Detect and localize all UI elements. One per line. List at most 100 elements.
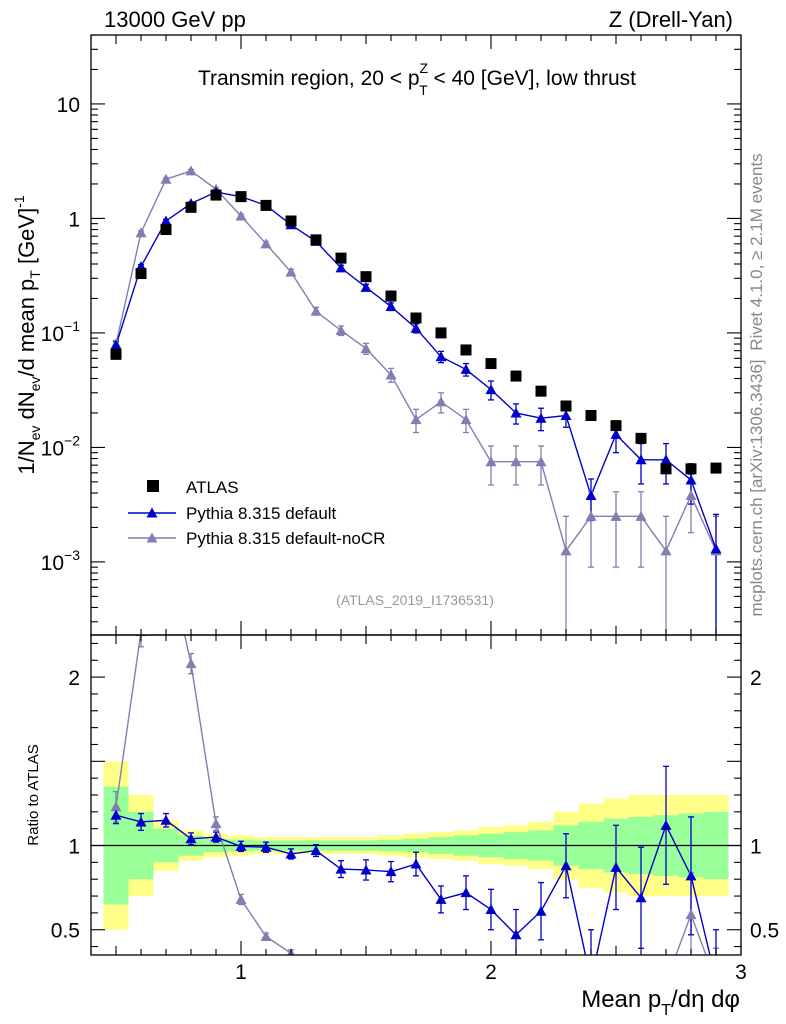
legend-marker-nocr [146, 532, 158, 543]
atlas-point [310, 234, 322, 246]
ratio-nocr-point [411, 987, 422, 997]
legend: ATLAS Pythia 8.315 default Pythia 8.315 … [128, 478, 385, 548]
ratio-default-point [560, 860, 572, 871]
ratio-nocr-point [636, 973, 647, 983]
atlas-point [210, 189, 222, 201]
ratio-nocr-point [661, 976, 672, 986]
tick-exponent: −2 [64, 432, 80, 448]
band-group [91, 761, 741, 930]
ratio-nocr-point [260, 930, 272, 941]
ratio-lines-group [115, 635, 711, 955]
ratio-default-point [435, 893, 447, 904]
ratio-y-tick-label-left: 1 [68, 836, 80, 859]
tick-base: 10 [41, 552, 64, 575]
ratio-nocr-point [336, 970, 347, 980]
plot-title: Transmin region, 20 < pZ T < 40 [GeV], lo… [198, 60, 636, 98]
main-markers-group [110, 165, 722, 556]
ratio-nocr-point [561, 1000, 572, 1010]
ratio-default-point [535, 905, 547, 916]
main-y-tick-label: 10−1 [41, 318, 81, 346]
atlas-point [160, 224, 172, 236]
ratio-nocr-point [461, 966, 472, 976]
uncertainty-bands [91, 761, 741, 930]
legend-marker-default [146, 507, 158, 518]
default-point [110, 339, 122, 350]
ratio-default-point [460, 887, 472, 898]
main-y-tick-label: 10−2 [41, 432, 81, 460]
energy-label: 13000 GeV pp [104, 7, 246, 32]
ratio-default-point [210, 831, 222, 842]
ratio-nocr-point [210, 818, 222, 829]
default-point [485, 384, 497, 395]
ratio-default-point [410, 858, 422, 869]
x-tick-label: 3 [735, 961, 747, 984]
ratio-default-point [385, 866, 397, 877]
nocr-point [185, 165, 197, 176]
atlas-point [485, 358, 497, 370]
atlas-point [685, 463, 697, 475]
nocr-point [360, 343, 372, 354]
ratio-default-point [285, 848, 297, 859]
process-label: Z (Drell-Yan) [609, 7, 733, 32]
axis-ticks [90, 34, 742, 955]
default-point [360, 281, 372, 292]
atlas-point [260, 199, 272, 211]
default-point [535, 412, 547, 423]
nocr-point [660, 545, 672, 556]
nocr-point [535, 456, 547, 467]
nocr-point [485, 456, 497, 467]
ratio-default-point [685, 870, 697, 881]
ratio-nocr-point [235, 893, 247, 904]
ratio-default-point [610, 861, 622, 872]
main-y-tick-label: 10 [57, 94, 80, 117]
default-point [160, 215, 172, 226]
ratio-default-point [586, 975, 597, 985]
ratio-default-point [310, 845, 322, 856]
atlas-point [235, 191, 247, 203]
ratio-default-point [485, 904, 497, 915]
ratio-markers-group [110, 635, 722, 1010]
default-point [660, 454, 672, 465]
nocr-point [385, 369, 397, 380]
legend-marker-atlas [147, 480, 159, 492]
default-point [710, 543, 722, 554]
ratio-nocr-point [185, 658, 197, 669]
nocr-point [335, 325, 347, 336]
main-y-tick-label: 1 [68, 208, 80, 231]
ratio-default-point [660, 819, 672, 830]
default-point [385, 301, 397, 312]
atlas-point [285, 215, 297, 227]
ratio-y-tick-label-left: 0.5 [51, 920, 80, 943]
legend-label-default: Pythia 8.315 default [186, 504, 337, 523]
nocr-point [260, 238, 272, 249]
atlas-point [110, 348, 122, 360]
atlas-point [185, 201, 197, 213]
x-tick-label: 2 [485, 961, 497, 984]
ratio-nocr-point [511, 978, 522, 988]
nocr-point [235, 210, 247, 221]
x-axis-label: Mean pT/dη dφ [581, 986, 740, 1019]
x-tick-label: 1 [235, 961, 247, 984]
nocr-point [460, 414, 472, 425]
tick-base: 10 [41, 437, 64, 460]
main-y-tick-label: 10−3 [41, 547, 81, 575]
nocr-point [560, 545, 572, 556]
ratio-nocr-point [536, 968, 547, 978]
atlas-point [385, 290, 397, 302]
tick-base: 10 [41, 323, 64, 346]
rivet-version-note: Rivet 4.1.0, ≥ 2.1M events [747, 153, 766, 350]
default-point [610, 428, 622, 439]
atlas-point [335, 252, 347, 264]
ratio-y-axis-label: Ratio to ATLAS [25, 744, 42, 845]
ratio-nocr-point [711, 976, 722, 986]
nocr-point [410, 414, 422, 425]
ratio-y-tick-label-right: 2 [750, 667, 762, 690]
nocr-point [160, 173, 172, 184]
legend-label-atlas: ATLAS [186, 478, 239, 497]
ratio-nocr-line [115, 635, 707, 955]
ratio-nocr-point [386, 975, 397, 985]
atlas-point [460, 344, 472, 356]
default-point [435, 351, 447, 362]
